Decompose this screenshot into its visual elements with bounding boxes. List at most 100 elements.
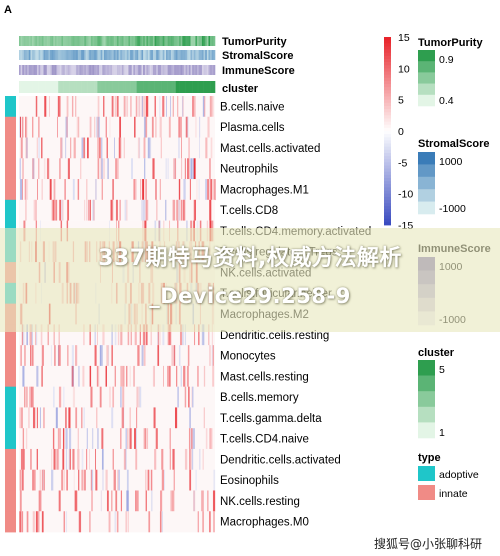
heatmap-cell	[115, 365, 116, 387]
annotation-cell	[174, 65, 177, 75]
annotation-cell	[210, 50, 213, 60]
annotation-cell	[213, 50, 216, 60]
annotation-cell	[149, 81, 152, 93]
annotation-cell	[95, 81, 98, 93]
annotation-cell	[177, 50, 180, 60]
annotation-cell	[84, 65, 87, 75]
annotation-cell	[213, 81, 216, 93]
annotation-cell	[157, 36, 160, 46]
annotation-cell	[76, 50, 79, 60]
annotation-cell	[125, 65, 128, 75]
heatmap-cell	[162, 324, 165, 346]
heatmap-cell	[210, 137, 213, 159]
color-scale-step	[384, 165, 391, 169]
heatmap-cell	[77, 179, 80, 201]
heatmap-cell	[22, 158, 24, 180]
heatmap-cell	[50, 345, 52, 367]
heatmap-cell	[125, 199, 128, 221]
legend-gradient-step	[418, 375, 435, 392]
heatmap-cell	[145, 324, 148, 346]
heatmap-cell	[67, 158, 70, 180]
color-scale-tick: -5	[398, 157, 407, 169]
annotation-cell	[102, 50, 105, 60]
annotation-cell	[123, 81, 126, 93]
heatmap-cell	[129, 365, 131, 387]
heatmap-cell	[71, 96, 73, 118]
annotation-cell	[27, 36, 30, 46]
watermark-banner	[0, 228, 500, 332]
annotation-cell	[69, 65, 72, 75]
annotation-cell	[77, 36, 80, 46]
color-scale-step	[384, 65, 391, 69]
annotation-cell	[151, 50, 154, 60]
heatmap-cell	[129, 407, 131, 429]
annotation-cell	[46, 36, 49, 46]
heatmap-cell	[199, 116, 201, 138]
heatmap-cell	[57, 96, 60, 118]
annotation-cell	[183, 36, 186, 46]
legend-title: TumorPurity	[418, 37, 483, 49]
annotation-cell	[110, 50, 113, 60]
heatmap-cell	[213, 511, 215, 533]
annotation-cell	[63, 81, 66, 93]
heatmap-cell	[188, 386, 190, 408]
annotation-cell	[198, 65, 201, 75]
heatmap-cell	[130, 96, 132, 118]
heatmap-cell	[114, 511, 116, 533]
heatmap-cell	[99, 386, 102, 408]
heatmap-cell	[26, 386, 28, 408]
annotation-cell	[51, 65, 54, 75]
heatmap-cell	[190, 428, 193, 450]
heatmap-cell	[146, 428, 149, 450]
heatmap-cell	[29, 324, 32, 346]
row-label: Macrophages.M0	[220, 517, 309, 529]
heatmap-cell	[126, 469, 129, 491]
color-scale-step	[384, 184, 391, 188]
heatmap-cell	[201, 490, 204, 512]
legend-tick: 5	[439, 364, 445, 376]
annotation-cell	[25, 36, 28, 46]
annotation-cell	[76, 36, 79, 46]
annotation-cell	[149, 65, 152, 75]
heatmap-cell	[52, 199, 55, 221]
heatmap-cell	[127, 428, 129, 450]
annotation-cell	[131, 81, 134, 93]
heatmap-cell	[94, 324, 96, 346]
annotation-cell	[85, 36, 88, 46]
heatmap-cell	[208, 511, 211, 533]
heatmap-cell	[125, 428, 128, 450]
annotation-cell	[76, 81, 79, 93]
annotation-cell	[51, 50, 54, 60]
annotation-cell	[175, 50, 178, 60]
annotation-cell	[148, 50, 150, 60]
annotation-cell	[161, 36, 164, 46]
heatmap-cell	[19, 511, 22, 533]
color-scale-step	[384, 152, 391, 157]
heatmap-cell	[193, 490, 195, 512]
annotation-cell	[69, 81, 72, 93]
annotation-cell	[126, 65, 129, 75]
annotation-cell	[53, 81, 56, 93]
annotation-cell	[59, 65, 62, 75]
annotation-cell	[53, 50, 56, 60]
heatmap-cell	[33, 469, 36, 491]
heatmap-cell	[96, 324, 98, 346]
annotation-cell	[179, 65, 181, 75]
annotation-cell	[208, 65, 211, 75]
annotation-cell	[19, 81, 21, 93]
heatmap-cell	[152, 365, 155, 387]
annotation-cell	[154, 50, 157, 60]
heatmap-cell	[192, 158, 194, 180]
heatmap-cell	[171, 345, 173, 367]
heatmap-cell	[67, 345, 69, 367]
row-label: Neutrophils	[220, 164, 278, 176]
annotation-cell	[120, 65, 123, 75]
heatmap-cell	[119, 199, 121, 221]
row-label: Mast.cells.resting	[220, 371, 309, 383]
color-scale-step	[384, 159, 391, 163]
annotation-cell	[193, 36, 196, 46]
heatmap-cell	[162, 96, 165, 118]
annotation-cell	[100, 81, 103, 93]
heatmap-cell	[81, 448, 84, 471]
heatmap-cell	[157, 345, 159, 367]
